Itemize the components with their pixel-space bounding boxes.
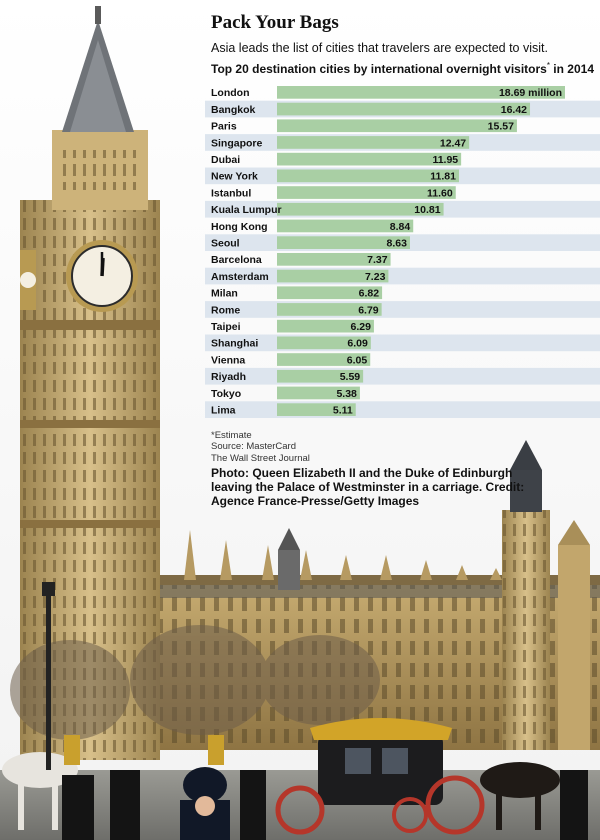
value-label: 15.57 — [488, 121, 514, 133]
bar-milan — [277, 286, 383, 300]
value-label: 11.60 — [427, 187, 453, 199]
value-label: 6.29 — [350, 321, 371, 333]
bar-bangkok — [277, 102, 531, 116]
value-label: 6.05 — [347, 354, 368, 366]
bar-new-york — [277, 169, 459, 183]
value-label: 11.95 — [432, 154, 458, 166]
category-label: Hong Kong — [211, 221, 268, 233]
trees — [10, 625, 380, 740]
bar-lima — [277, 403, 356, 416]
bar-chart: London 18.69 million Bangkok 16.42 Paris 15.5… — [205, 86, 600, 418]
value-label: 6.09 — [347, 338, 368, 350]
category-label: Dubai — [211, 154, 240, 166]
photo-caption: Photo: Queen Elizabeth II and the Duke o… — [211, 466, 525, 508]
value-label: 5.59 — [340, 371, 361, 383]
bar-riyadh — [277, 369, 364, 383]
value-label: 8.84 — [390, 221, 411, 233]
category-label: Barcelona — [211, 254, 262, 266]
value-label: 6.82 — [359, 288, 380, 300]
bar-taipei — [277, 319, 374, 333]
bar-london — [277, 86, 565, 99]
publisher-note: The Wall Street Journal — [211, 453, 310, 464]
value-label: 6.79 — [358, 304, 379, 316]
horses-and-guards — [2, 735, 588, 840]
category-label: Shanghai — [211, 338, 258, 350]
value-label: 7.23 — [365, 271, 386, 283]
value-label: 5.38 — [336, 388, 357, 400]
category-label: New York — [211, 171, 258, 183]
value-label: 8.63 — [387, 238, 408, 250]
value-label: 7.37 — [367, 254, 388, 266]
bar-tokyo — [277, 386, 360, 400]
carriage — [275, 718, 485, 835]
bar-shanghai — [277, 336, 371, 350]
value-label: 18.69 million — [499, 87, 562, 99]
row-band — [205, 367, 600, 385]
category-label: Riyadh — [211, 371, 246, 383]
category-label: Kuala Lumpur — [211, 204, 282, 216]
value-label: 5.11 — [333, 405, 353, 417]
bar-kuala-lumpur — [277, 202, 444, 216]
category-label: Rome — [211, 304, 240, 316]
category-label: Paris — [211, 121, 237, 133]
bar-amsterdam — [277, 269, 389, 283]
category-label: Singapore — [211, 137, 263, 149]
estimate-mark: * — [546, 61, 550, 70]
value-label: 10.81 — [414, 204, 440, 216]
bar-seoul — [277, 236, 410, 249]
row-band — [205, 401, 600, 418]
category-label: Amsterdam — [211, 271, 269, 283]
category-label: Milan — [211, 288, 238, 300]
estimate-note: *Estimate — [211, 430, 252, 441]
category-label: Tokyo — [211, 388, 241, 400]
category-label: Lima — [211, 405, 236, 417]
category-label: Taipei — [211, 321, 241, 333]
category-label: Istanbul — [211, 187, 251, 199]
chart-title: Pack Your Bags — [211, 12, 339, 33]
row-band — [205, 301, 600, 318]
chart-subtitle: Asia leads the list of cities that trave… — [211, 41, 548, 55]
bar-istanbul — [277, 186, 456, 199]
category-label: Bangkok — [211, 104, 256, 116]
chart-heading: Top 20 destination cities by internation… — [211, 61, 594, 76]
bar-rome — [277, 303, 382, 316]
category-label: Seoul — [211, 238, 240, 250]
bar-hong-kong — [277, 219, 414, 233]
value-label: 16.42 — [501, 104, 527, 116]
bar-dubai — [277, 152, 462, 166]
category-label: London — [211, 87, 249, 99]
source-note: Source: MasterCard — [211, 441, 297, 452]
lamp-post — [46, 590, 51, 770]
bar-paris — [277, 119, 517, 133]
row-band — [205, 334, 600, 352]
bar-barcelona — [277, 253, 391, 266]
value-label: 12.47 — [440, 137, 466, 149]
value-label: 11.81 — [430, 171, 456, 183]
category-label: Vienna — [211, 354, 245, 366]
bar-vienna — [277, 353, 371, 366]
bar-singapore — [277, 136, 470, 149]
